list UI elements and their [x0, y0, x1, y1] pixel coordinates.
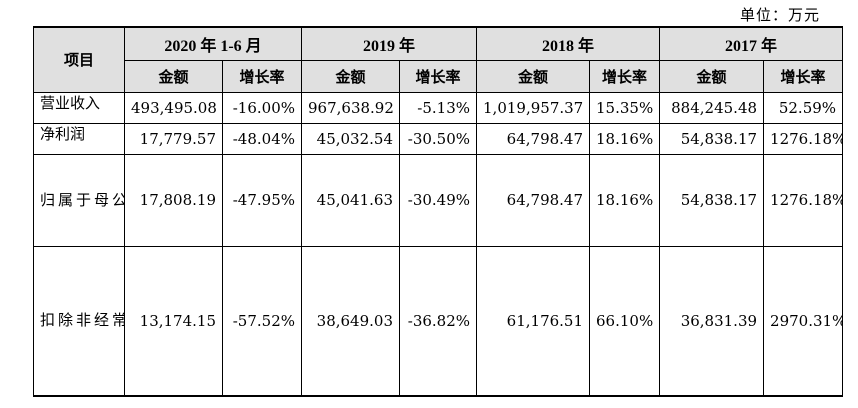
- cell-growth: -57.52%: [222, 245, 302, 397]
- cell-growth: 1276.18%: [763, 153, 844, 247]
- amount-header: 金额: [124, 59, 223, 93]
- financial-table: 项目 2020 年 1-6 月 2019 年 2018 年 2017 年 金额 …: [33, 26, 844, 397]
- cell-amount: 493,495.08: [124, 91, 223, 124]
- growth-header: 增长率: [763, 59, 844, 93]
- cell-amount: 884,245.48: [659, 91, 765, 124]
- cell-amount: 45,041.63: [301, 153, 400, 247]
- cell-amount: 38,649.03: [301, 245, 400, 397]
- row-label-net-profit-attributable: 归属于母公司所有者的净利润: [33, 153, 125, 247]
- growth-header: 增长率: [398, 59, 478, 93]
- table-row: 净利润 17,779.57 -48.04% 45,032.54 -30.50% …: [33, 122, 844, 155]
- cell-amount: 17,808.19: [124, 153, 223, 247]
- cell-growth: -30.50%: [398, 122, 478, 155]
- cell-growth: 1276.18%: [763, 122, 844, 155]
- cell-amount: 967,638.92: [301, 91, 400, 124]
- unit-label: 单位：万元: [739, 6, 820, 24]
- cell-amount: 45,032.54: [301, 122, 400, 155]
- row-label-net-profit-deducted: 扣除非经常性损益后归属于母公司所有者的净利润: [33, 245, 125, 397]
- amount-header: 金额: [301, 59, 400, 93]
- period-header-2017: 2017 年: [659, 26, 844, 61]
- cell-amount: 1,019,957.37: [476, 91, 591, 124]
- period-header-2020h1: 2020 年 1-6 月: [124, 26, 302, 61]
- table-row: 归属于母公司所有者的净利润 17,808.19 -47.95% 45,041.6…: [33, 153, 844, 247]
- cell-amount: 54,838.17: [659, 122, 765, 155]
- cell-amount: 64,798.47: [476, 153, 591, 247]
- header-row-metrics: 金额 增长率 金额 增长率 金额 增长率 金额 增长率: [34, 59, 844, 93]
- period-header-2018: 2018 年: [476, 26, 661, 61]
- cell-amount: 17,779.57: [124, 122, 223, 155]
- cell-growth: -30.49%: [398, 153, 478, 247]
- header-row-periods: 项目 2020 年 1-6 月 2019 年 2018 年 2017 年: [33, 26, 844, 93]
- cell-growth: -16.00%: [222, 91, 302, 124]
- cell-amount: 13,174.15: [124, 245, 223, 397]
- period-header-2019: 2019 年: [300, 26, 478, 61]
- cell-growth: 66.10%: [589, 245, 661, 397]
- cell-amount: 64,798.47: [476, 122, 591, 155]
- cell-growth: 18.16%: [589, 122, 661, 155]
- cell-amount: 61,176.51: [476, 245, 591, 397]
- cell-growth: 52.59%: [763, 91, 844, 124]
- row-label-net-profit: 净利润: [33, 122, 125, 155]
- cell-growth: -36.82%: [398, 245, 478, 397]
- growth-header: 增长率: [222, 59, 302, 93]
- amount-header: 金额: [659, 59, 765, 93]
- amount-header: 金额: [476, 59, 591, 93]
- header-item: 项目: [33, 26, 125, 93]
- table-row: 营业收入 493,495.08 -16.00% 967,638.92 -5.13…: [33, 91, 844, 124]
- cell-growth: -48.04%: [222, 122, 302, 155]
- cell-growth: 15.35%: [589, 91, 661, 124]
- growth-header: 增长率: [589, 59, 661, 93]
- cell-growth: 18.16%: [589, 153, 661, 247]
- cell-growth: 2970.31%: [763, 245, 844, 397]
- cell-growth: -47.95%: [222, 153, 302, 247]
- cell-amount: 54,838.17: [659, 153, 765, 247]
- table-row: 扣除非经常性损益后归属于母公司所有者的净利润 13,174.15 -57.52%…: [33, 245, 844, 397]
- cell-growth: -5.13%: [398, 91, 478, 124]
- cell-amount: 36,831.39: [659, 245, 765, 397]
- row-label-revenue: 营业收入: [33, 91, 125, 124]
